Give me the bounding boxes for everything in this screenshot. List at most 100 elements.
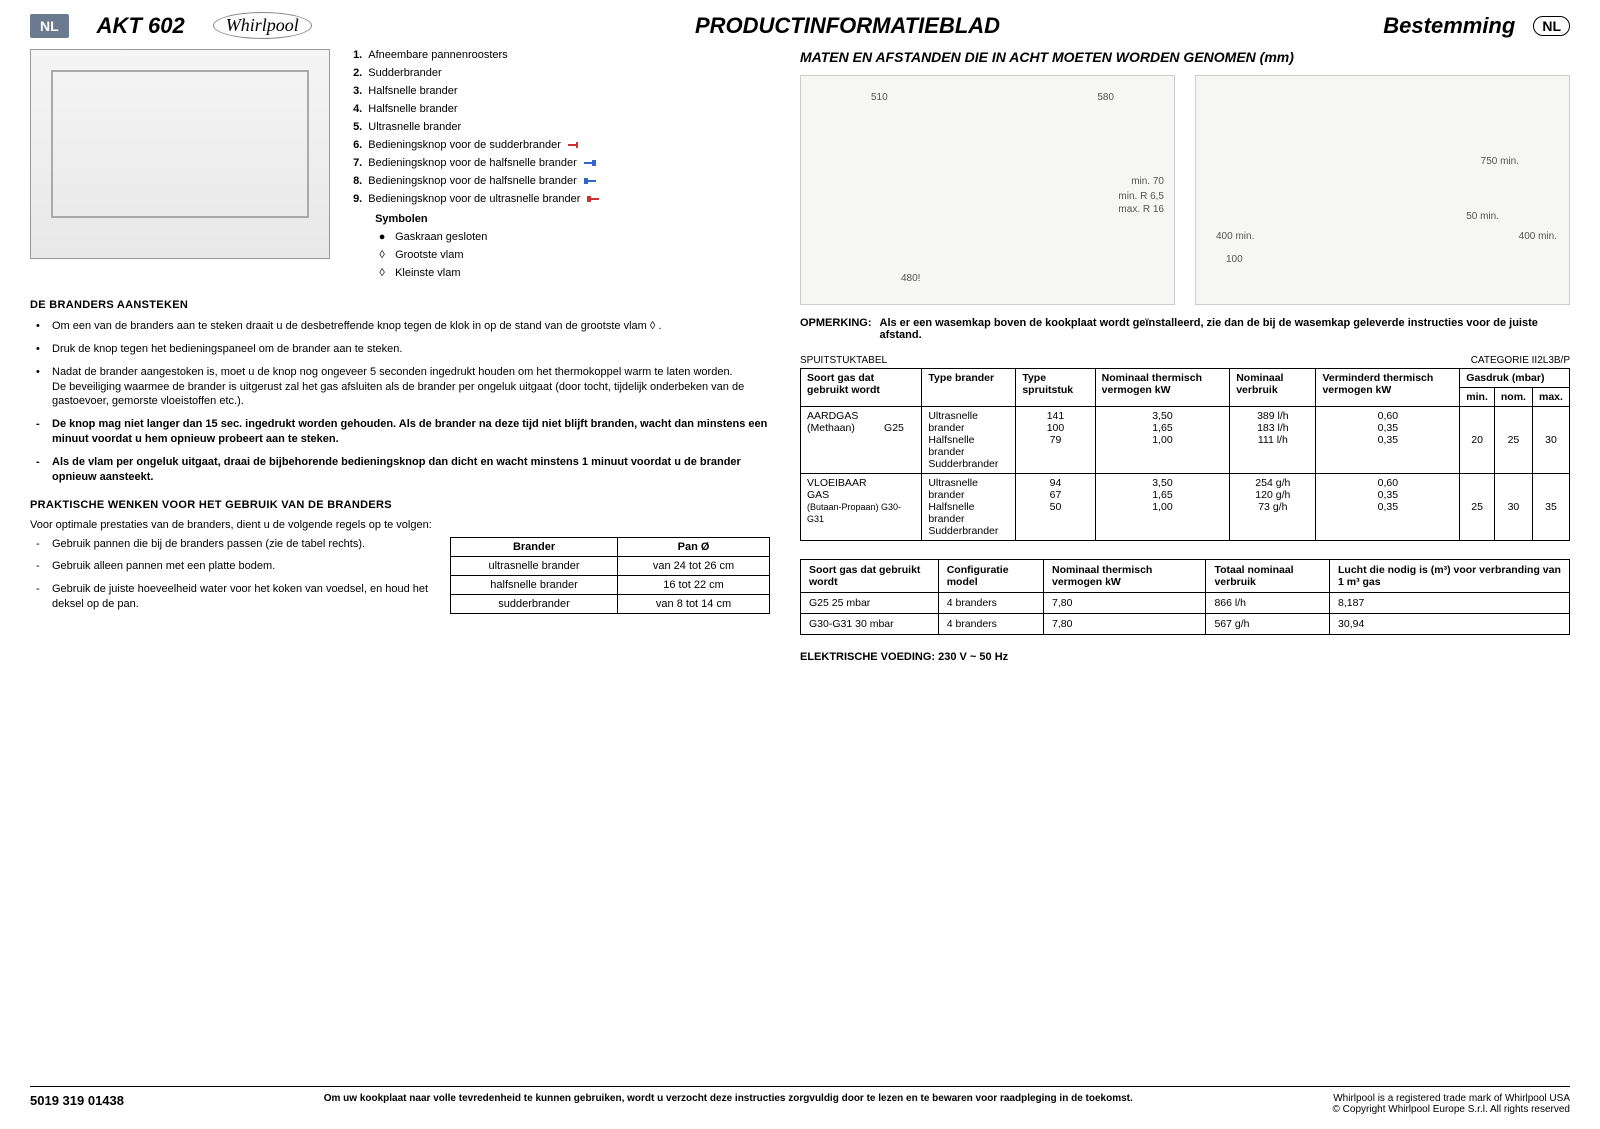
part-label: Afneembare pannenroosters — [368, 49, 507, 61]
brand-logo: Whirlpool — [213, 12, 312, 39]
footer: 5019 319 01438 Om uw kookplaat naar voll… — [30, 1086, 1570, 1115]
dim-label: 480! — [901, 273, 920, 284]
part-label: Halfsnelle brander — [368, 103, 457, 115]
td: 4 branders — [938, 593, 1043, 614]
dim-label: min. R 6,5 — [1118, 191, 1164, 202]
part-num: 9. — [353, 193, 362, 205]
part-label: Bedieningsknop voor de sudderbrander — [368, 139, 561, 151]
td: 3,50 1,65 1,00 — [1095, 474, 1230, 541]
knob-icon — [583, 158, 597, 168]
pan-size-table: BranderPan Ø ultrasnelle brandervan 24 t… — [450, 537, 770, 614]
th: Nominaal thermisch vermogen kW — [1043, 560, 1205, 593]
knob-icon — [583, 176, 597, 186]
list-item: Gebruik pannen die bij de branders passe… — [34, 537, 434, 552]
th: Nominaal thermisch vermogen kW — [1095, 369, 1230, 407]
dim-label: 100 — [1226, 254, 1243, 265]
list-item: Om een van de branders aan te steken dra… — [34, 319, 770, 334]
symbol-label: Gaskraan gesloten — [395, 231, 487, 243]
part-label: Halfsnelle brander — [368, 85, 457, 97]
td: 3,50 1,65 1,00 — [1095, 407, 1230, 474]
td: 0,60 0,35 0,35 — [1316, 474, 1460, 541]
tips-list: Gebruik pannen die bij de branders passe… — [34, 537, 434, 612]
parts-list: 1. Afneembare pannenroosters 2. Sudderbran… — [353, 49, 600, 285]
symbols-heading: Symbolen — [375, 213, 600, 225]
doc-title: PRODUCTINFORMATIEBLAD — [320, 13, 1376, 39]
td: 30 — [1532, 407, 1569, 474]
td: 7,80 — [1043, 593, 1205, 614]
part-num: 1. — [353, 49, 362, 61]
td: 25 — [1494, 407, 1532, 474]
td: 7,80 — [1043, 614, 1205, 635]
part-label: Bedieningsknop voor de halfsnelle brande… — [368, 157, 577, 169]
footer-partnumber: 5019 319 01438 — [30, 1093, 124, 1108]
td: 30,94 — [1330, 614, 1570, 635]
td: 35 — [1532, 474, 1569, 541]
dim-label: 510 — [871, 92, 888, 103]
clearance-diagram: 750 min. 50 min. 400 min. 400 min. 100 — [1195, 75, 1570, 305]
part-num: 2. — [353, 67, 362, 79]
td: 20 — [1460, 407, 1495, 474]
part-num: 7. — [353, 157, 362, 169]
list-item: Gebruik de juiste hoeveelheid water voor… — [34, 582, 434, 612]
td: 25 — [1460, 474, 1495, 541]
th: Configuratie model — [938, 560, 1043, 593]
dimensions-heading: MATEN EN AFSTANDEN DIE IN ACHT MOETEN WO… — [800, 49, 1570, 65]
td: 389 l/h 183 l/h 111 l/h — [1230, 407, 1316, 474]
list-item: De knop mag niet langer dan 15 sec. inge… — [34, 417, 770, 447]
th: Type brander — [922, 369, 1016, 407]
symbol-label: Grootste vlam — [395, 249, 463, 261]
symbol-label: Kleinste vlam — [395, 267, 460, 279]
th: Brander — [451, 537, 618, 556]
th: max. — [1532, 388, 1569, 407]
left-column: 1. Afneembare pannenroosters 2. Sudderbran… — [30, 49, 770, 663]
knob-icon — [567, 140, 581, 150]
td: G25 25 mbar — [801, 593, 939, 614]
td: 30 — [1494, 474, 1532, 541]
table-caption-right: CATEGORIE II2L3B/P — [1471, 355, 1570, 366]
td: 4 branders — [938, 614, 1043, 635]
th: Nominaal verbruik — [1230, 369, 1316, 407]
th: Soort gas dat gebruikt wordt — [801, 369, 922, 407]
dim-label: 750 min. — [1481, 156, 1519, 167]
th: Lucht die nodig is (m³) voor verbranding… — [1330, 560, 1570, 593]
big-flame-icon: ◊ — [375, 249, 389, 261]
part-num: 3. — [353, 85, 362, 97]
td: Ultrasnelle brander Halfsnelle brander S… — [922, 407, 1016, 474]
lang-badge-right: NL — [1533, 16, 1570, 36]
part-num: 5. — [353, 121, 362, 133]
header-bar: NL AKT 602 Whirlpool PRODUCTINFORMATIEBL… — [30, 12, 1570, 39]
tips-heading: PRAKTISCHE WENKEN VOOR HET GEBRUIK VAN D… — [30, 499, 770, 511]
part-num: 4. — [353, 103, 362, 115]
model-code: AKT 602 — [97, 13, 185, 39]
td: sudderbrander — [451, 594, 618, 613]
list-item: Nadat de brander aangestoken is, moet u … — [34, 365, 770, 410]
ignite-list: Om een van de branders aan te steken dra… — [34, 319, 770, 409]
th: nom. — [1494, 388, 1532, 407]
th: Pan Ø — [618, 537, 770, 556]
list-item: Gebruik alleen pannen met een platte bod… — [34, 559, 434, 574]
tips-intro: Voor optimale prestaties van de branders… — [30, 519, 770, 531]
dim-label: 580 — [1097, 92, 1114, 103]
th: Totaal nominaal verbruik — [1206, 560, 1330, 593]
electrical-spec: ELEKTRISCHE VOEDING: 230 V ~ 50 Hz — [800, 651, 1570, 663]
ignite-warnings: De knop mag niet langer dan 15 sec. inge… — [34, 417, 770, 484]
dim-label: 400 min. — [1519, 231, 1557, 242]
td: 567 g/h — [1206, 614, 1330, 635]
cutout-diagram: 510 580 min. 70 min. R 6,5 max. R 16 480… — [800, 75, 1175, 305]
note-text: Als er een wasemkap boven de kookplaat w… — [880, 317, 1571, 341]
td: Ultrasnelle brander Halfsnelle brander S… — [922, 474, 1016, 541]
td: van 24 tot 26 cm — [618, 556, 770, 575]
part-label: Bedieningsknop voor de ultrasnelle brand… — [368, 193, 580, 205]
right-column: MATEN EN AFSTANDEN DIE IN ACHT MOETEN WO… — [800, 49, 1570, 663]
injector-table: Soort gas dat gebruikt wordt Type brande… — [800, 368, 1570, 541]
part-num: 8. — [353, 175, 362, 187]
part-label: Bedieningsknop voor de halfsnelle brande… — [368, 175, 577, 187]
list-item: Als de vlam per ongeluk uitgaat, draai d… — [34, 455, 770, 485]
list-item: Druk de knop tegen het bedieningspaneel … — [34, 342, 770, 357]
part-label: Sudderbrander — [368, 67, 441, 79]
dim-label: 400 min. — [1216, 231, 1254, 242]
knob-icon — [586, 194, 600, 204]
dim-label: min. 70 — [1131, 176, 1164, 187]
table-caption-left: SPUITSTUKTABEL — [800, 355, 887, 366]
footer-message: Om uw kookplaat naar volle tevredenheid … — [124, 1093, 1333, 1104]
